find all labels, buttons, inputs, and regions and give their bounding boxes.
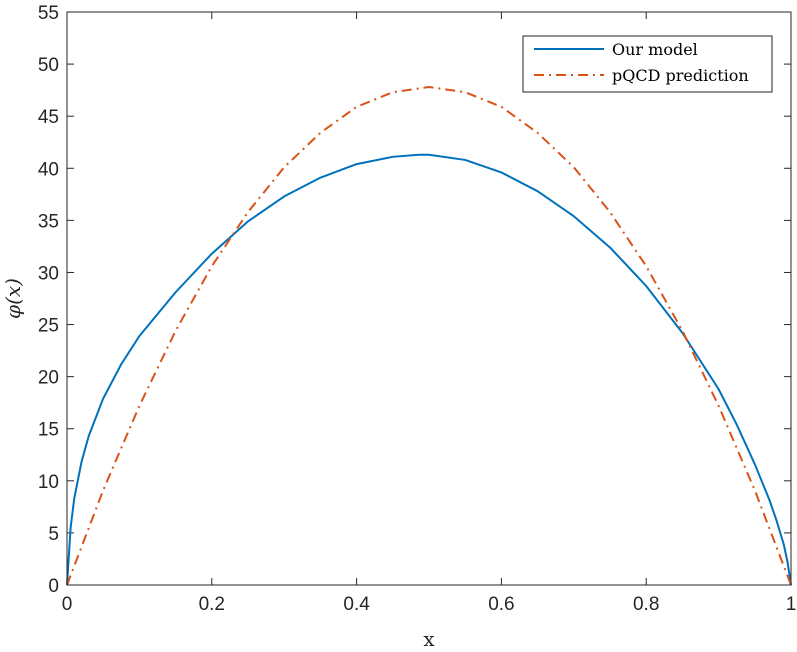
y-tick-label: 20	[38, 368, 59, 389]
y-tick-label: 40	[38, 159, 59, 180]
series-line-0	[66, 153, 792, 586]
x-tick-label: 0	[62, 594, 73, 615]
y-tick-label: 55	[38, 3, 59, 24]
y-tick-label: 5	[48, 524, 59, 545]
x-axis-label: x	[423, 627, 435, 651]
x-tick-label: 0.8	[633, 594, 659, 615]
legend-box	[522, 35, 773, 93]
y-axis-ticks: 0 5 10 15 20 25 30 35 40 45 50 55	[38, 3, 791, 597]
y-tick-label: 35	[38, 211, 59, 232]
x-tick-label: 1	[786, 594, 797, 615]
legend-label-pqcd-prediction: pQCD prediction	[612, 66, 749, 85]
x-tick-label: 0.4	[343, 594, 370, 615]
y-tick-label: 50	[38, 55, 59, 76]
x-axis-ticks: 0 0.2 0.4 0.6 0.8 1	[62, 12, 797, 615]
y-tick-label: 45	[38, 107, 59, 128]
y-tick-label: 25	[38, 316, 59, 337]
y-tick-label: 10	[38, 472, 59, 493]
y-tick-label: 30	[38, 263, 59, 284]
y-tick-label: 15	[38, 420, 59, 441]
x-tick-label: 0.6	[488, 594, 514, 615]
legend-label-our-model: Our model	[612, 40, 698, 59]
series-line-1	[66, 86, 792, 586]
plot-area-frame	[66, 11, 792, 586]
y-axis-label: φ(x)	[1, 278, 25, 319]
x-tick-label: 0.2	[199, 594, 225, 615]
y-tick-label: 0	[48, 576, 59, 597]
legend: Our model pQCD prediction	[522, 35, 773, 93]
series-lines	[66, 86, 792, 586]
